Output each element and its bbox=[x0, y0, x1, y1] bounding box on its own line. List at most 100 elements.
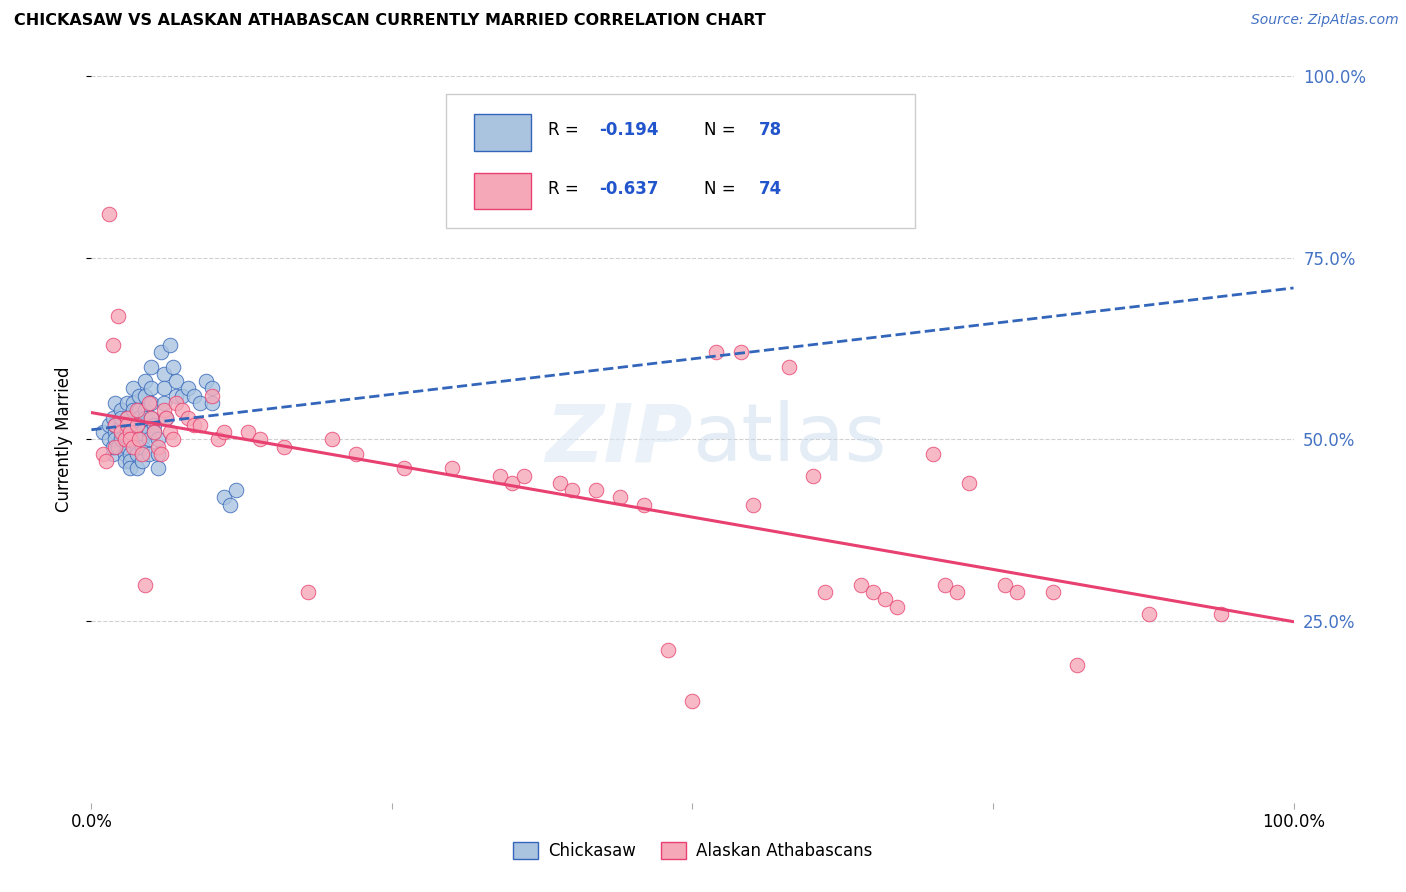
Point bbox=[201, 381, 224, 395]
Point bbox=[150, 447, 173, 461]
Point bbox=[344, 447, 367, 461]
Point bbox=[249, 432, 271, 446]
Point bbox=[321, 432, 343, 446]
FancyBboxPatch shape bbox=[446, 94, 915, 228]
Point bbox=[134, 403, 156, 417]
Point bbox=[681, 694, 703, 708]
Point bbox=[873, 592, 896, 607]
Point bbox=[98, 207, 121, 221]
Point bbox=[118, 432, 141, 446]
Point bbox=[128, 417, 150, 432]
Point bbox=[194, 374, 217, 388]
Point bbox=[110, 417, 132, 432]
Point bbox=[730, 345, 752, 359]
Point bbox=[128, 403, 150, 417]
Point bbox=[114, 432, 136, 446]
Point bbox=[165, 396, 187, 410]
Point bbox=[159, 425, 181, 439]
Point bbox=[1137, 607, 1160, 621]
Point bbox=[440, 461, 463, 475]
Text: -0.194: -0.194 bbox=[599, 121, 658, 139]
Point bbox=[118, 454, 141, 468]
Point bbox=[110, 410, 132, 425]
Point bbox=[131, 425, 153, 439]
Point bbox=[176, 410, 198, 425]
Point bbox=[922, 447, 945, 461]
Text: 78: 78 bbox=[759, 121, 782, 139]
Point bbox=[862, 585, 884, 599]
Point bbox=[849, 578, 872, 592]
Text: -0.637: -0.637 bbox=[599, 179, 658, 197]
Point bbox=[104, 425, 127, 439]
FancyBboxPatch shape bbox=[474, 172, 531, 209]
Point bbox=[814, 585, 837, 599]
Point bbox=[134, 578, 156, 592]
Point bbox=[152, 367, 174, 381]
Point bbox=[122, 381, 145, 395]
Point bbox=[957, 475, 980, 490]
Point bbox=[134, 389, 156, 403]
Point bbox=[1066, 657, 1088, 672]
Text: N =: N = bbox=[704, 121, 741, 139]
Point bbox=[93, 425, 115, 439]
Point bbox=[131, 454, 153, 468]
Point bbox=[128, 432, 150, 446]
Point bbox=[117, 440, 139, 454]
Point bbox=[122, 403, 145, 417]
Point bbox=[107, 440, 129, 454]
Point bbox=[101, 447, 124, 461]
Point bbox=[501, 475, 523, 490]
Point bbox=[150, 345, 173, 359]
Point bbox=[131, 432, 153, 446]
Point bbox=[94, 454, 117, 468]
Point bbox=[162, 359, 184, 374]
Point bbox=[657, 643, 679, 657]
Point bbox=[141, 381, 163, 395]
Point bbox=[114, 447, 136, 461]
Point bbox=[118, 425, 141, 439]
Point bbox=[146, 461, 169, 475]
Point bbox=[131, 447, 153, 461]
Point bbox=[1042, 585, 1064, 599]
Point bbox=[886, 599, 908, 614]
Y-axis label: Currently Married: Currently Married bbox=[55, 367, 73, 512]
Point bbox=[104, 396, 127, 410]
Point bbox=[170, 389, 193, 403]
Point bbox=[107, 309, 129, 323]
Point bbox=[801, 468, 824, 483]
Point bbox=[104, 432, 127, 446]
Point bbox=[142, 425, 165, 439]
Point bbox=[138, 447, 160, 461]
Point bbox=[134, 410, 156, 425]
Point bbox=[128, 410, 150, 425]
Point bbox=[101, 338, 124, 352]
Point bbox=[117, 410, 139, 425]
Point bbox=[152, 403, 174, 417]
Point bbox=[513, 468, 536, 483]
Point bbox=[93, 447, 115, 461]
Point bbox=[188, 417, 211, 432]
Point bbox=[110, 425, 132, 439]
Text: 74: 74 bbox=[759, 179, 782, 197]
Point bbox=[118, 447, 141, 461]
Point bbox=[1005, 585, 1028, 599]
Point bbox=[183, 417, 205, 432]
Point bbox=[188, 396, 211, 410]
Point bbox=[101, 410, 124, 425]
Point bbox=[236, 425, 259, 439]
Point bbox=[778, 359, 800, 374]
Text: CHICKASAW VS ALASKAN ATHABASCAN CURRENTLY MARRIED CORRELATION CHART: CHICKASAW VS ALASKAN ATHABASCAN CURRENTL… bbox=[14, 13, 766, 29]
Point bbox=[122, 396, 145, 410]
Point bbox=[946, 585, 969, 599]
Text: ZIP: ZIP bbox=[546, 401, 692, 478]
Point bbox=[561, 483, 583, 498]
Point bbox=[201, 389, 224, 403]
Point bbox=[122, 417, 145, 432]
Point bbox=[134, 374, 156, 388]
Point bbox=[125, 447, 148, 461]
Point bbox=[741, 498, 763, 512]
Point bbox=[98, 432, 121, 446]
Point bbox=[159, 338, 181, 352]
Point bbox=[117, 432, 139, 446]
Point bbox=[138, 432, 160, 446]
